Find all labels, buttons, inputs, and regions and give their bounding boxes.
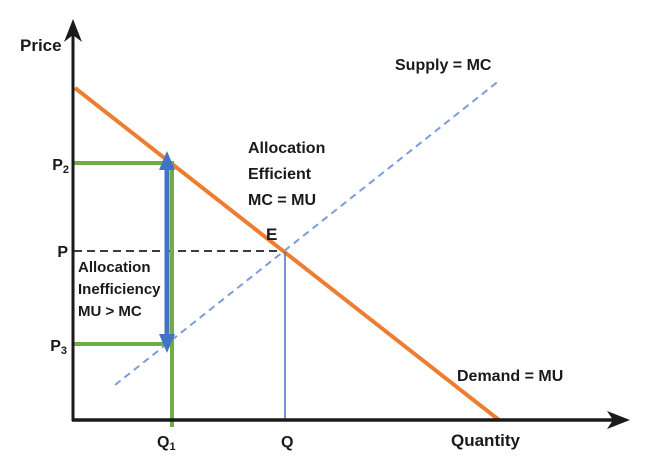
allocation-inefficiency-annotation: Allocation Inefficiency MU > MC <box>78 259 161 320</box>
demand-curve-label: Demand = MU <box>457 368 563 385</box>
allocation-inefficiency-line3: MU > MC <box>78 303 142 320</box>
p2-tick-subscript: 2 <box>63 164 69 176</box>
p3-tick-subscript: 3 <box>61 345 67 357</box>
allocation-efficient-annotation: Allocation Efficient MC = MU <box>248 140 325 209</box>
allocation-inefficiency-line2: Inefficiency <box>78 281 161 298</box>
equilibrium-point-label: E <box>266 225 277 244</box>
q1-tick-base: Q <box>157 434 169 451</box>
allocation-efficient-line3: MC = MU <box>248 192 316 209</box>
supply-curve-line <box>114 79 501 386</box>
p-tick-label: P <box>57 244 68 261</box>
diagram-text-layer: Price Quantity Supply = MC Demand = MU E… <box>20 36 563 453</box>
p3-tick-label: P3 <box>50 338 67 357</box>
allocation-inefficiency-line1: Allocation <box>78 259 151 276</box>
y-axis-title: Price <box>20 36 62 55</box>
q1-tick-label: Q1 <box>157 434 176 453</box>
x-axis-arrow-icon <box>607 411 630 429</box>
supply-curve-label: Supply = MC <box>395 57 492 74</box>
q-tick-label: Q <box>281 434 293 451</box>
allocation-efficient-line1: Allocation <box>248 140 325 157</box>
p2-tick-base: P <box>52 157 63 174</box>
x-axis-title: Quantity <box>451 431 520 450</box>
mu-mc-gap-arrow-down-head-icon <box>159 334 175 353</box>
y-axis-arrow-icon <box>64 19 82 42</box>
mu-mc-gap-arrow-up-head-icon <box>159 151 175 170</box>
p3-tick-base: P <box>50 338 61 355</box>
q1-tick-subscript: 1 <box>169 441 175 453</box>
demand-curve-line <box>73 86 501 422</box>
allocation-efficient-line2: Efficient <box>248 166 312 183</box>
p2-tick-label: P2 <box>52 157 69 176</box>
